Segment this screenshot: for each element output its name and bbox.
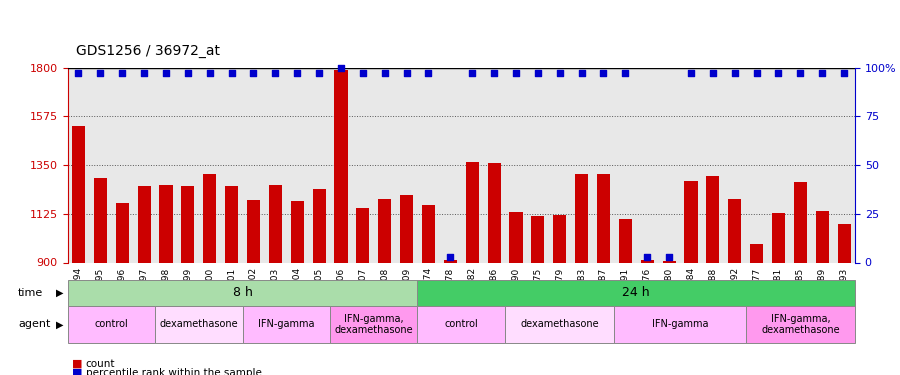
- Bar: [575, 174, 588, 262]
- Bar: [641, 260, 653, 262]
- Bar: [706, 176, 719, 262]
- Bar: [115, 203, 129, 262]
- Bar: [94, 178, 107, 262]
- Bar: [356, 209, 369, 262]
- Bar: [400, 195, 413, 262]
- Bar: [772, 213, 785, 262]
- Point: [202, 70, 217, 76]
- Text: dexamethasone: dexamethasone: [159, 320, 238, 329]
- Bar: [619, 219, 632, 262]
- Text: control: control: [445, 320, 478, 329]
- Bar: [247, 200, 260, 262]
- Bar: [488, 163, 500, 262]
- Point: [531, 70, 545, 76]
- Bar: [509, 211, 523, 262]
- Bar: [181, 186, 194, 262]
- Point: [443, 254, 457, 260]
- Bar: [794, 182, 807, 262]
- Point: [377, 70, 392, 76]
- Text: time: time: [18, 288, 43, 298]
- Text: IFN-gamma: IFN-gamma: [258, 320, 314, 329]
- Point: [508, 70, 523, 76]
- Text: ▶: ▶: [56, 288, 63, 298]
- Text: IFN-gamma,
dexamethasone: IFN-gamma, dexamethasone: [335, 314, 413, 335]
- Point: [553, 70, 567, 76]
- Text: 8 h: 8 h: [232, 286, 252, 299]
- Bar: [465, 162, 479, 262]
- Bar: [684, 181, 698, 262]
- Point: [247, 70, 261, 76]
- Text: 24 h: 24 h: [623, 286, 650, 299]
- Bar: [444, 260, 457, 262]
- Point: [465, 70, 480, 76]
- Point: [727, 70, 742, 76]
- Bar: [597, 174, 610, 262]
- Point: [290, 70, 304, 76]
- Point: [574, 70, 589, 76]
- Point: [771, 70, 786, 76]
- Point: [596, 70, 610, 76]
- Bar: [291, 201, 304, 262]
- Text: percentile rank within the sample: percentile rank within the sample: [86, 368, 261, 375]
- Point: [684, 70, 698, 76]
- Point: [662, 254, 676, 260]
- Point: [312, 70, 327, 76]
- Text: ■: ■: [72, 368, 83, 375]
- Bar: [225, 186, 238, 262]
- Bar: [815, 210, 829, 262]
- Point: [356, 70, 370, 76]
- Point: [640, 254, 654, 260]
- Point: [268, 70, 283, 76]
- Bar: [422, 205, 435, 262]
- Bar: [203, 174, 216, 262]
- Bar: [662, 261, 676, 262]
- Point: [706, 70, 720, 76]
- Bar: [269, 184, 282, 262]
- Bar: [554, 215, 566, 262]
- Bar: [838, 224, 850, 262]
- Point: [421, 70, 436, 76]
- Text: GDS1256 / 36972_at: GDS1256 / 36972_at: [76, 44, 220, 58]
- Text: control: control: [94, 320, 128, 329]
- Text: dexamethasone: dexamethasone: [520, 320, 599, 329]
- Point: [618, 70, 633, 76]
- Point: [158, 70, 173, 76]
- Bar: [335, 70, 347, 262]
- Text: count: count: [86, 359, 115, 369]
- Point: [181, 70, 195, 76]
- Point: [115, 70, 130, 76]
- Bar: [312, 189, 326, 262]
- Text: IFN-gamma: IFN-gamma: [652, 320, 708, 329]
- Bar: [72, 126, 85, 262]
- Bar: [138, 186, 150, 262]
- Bar: [728, 199, 742, 262]
- Point: [837, 70, 851, 76]
- Point: [750, 70, 764, 76]
- Point: [400, 70, 414, 76]
- Bar: [378, 199, 392, 262]
- Bar: [531, 216, 544, 262]
- Text: ▶: ▶: [56, 320, 63, 329]
- Point: [137, 70, 151, 76]
- Point: [793, 70, 807, 76]
- Point: [93, 70, 107, 76]
- Point: [334, 64, 348, 70]
- Point: [71, 70, 86, 76]
- Text: agent: agent: [18, 320, 50, 329]
- Bar: [159, 184, 173, 262]
- Text: IFN-gamma,
dexamethasone: IFN-gamma, dexamethasone: [761, 314, 840, 335]
- Point: [487, 70, 501, 76]
- Bar: [750, 244, 763, 262]
- Text: ■: ■: [72, 359, 83, 369]
- Point: [224, 70, 238, 76]
- Point: [815, 70, 830, 76]
